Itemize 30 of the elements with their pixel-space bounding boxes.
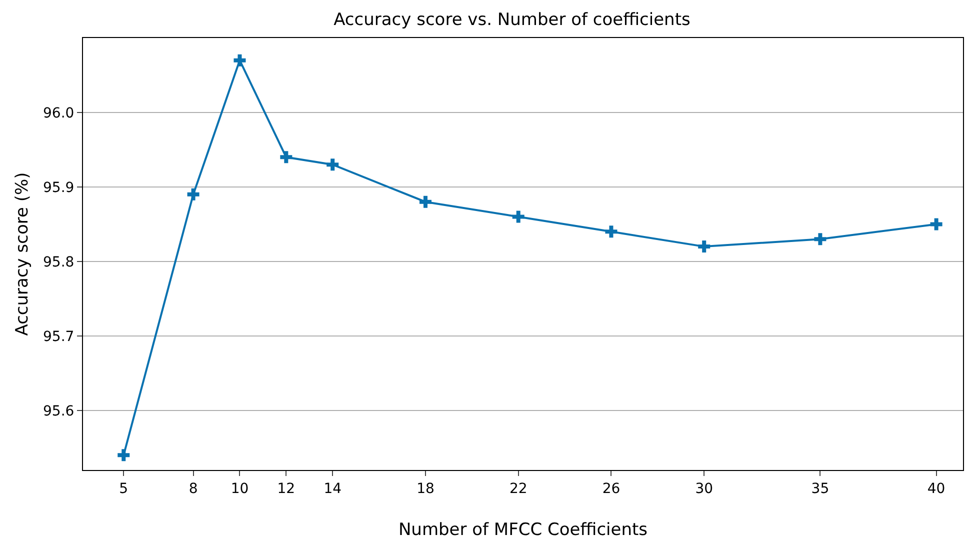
- x-tick-label: 8: [188, 480, 198, 497]
- y-tick-label: 96.0: [43, 105, 74, 122]
- point: [698, 240, 710, 253]
- x-tick-label: 40: [927, 480, 946, 497]
- x-tick-label: 35: [811, 480, 830, 497]
- point: [930, 218, 942, 230]
- point: [326, 158, 339, 171]
- point: [605, 226, 618, 238]
- x-axis-title: Number of MFCC Coefficients: [398, 520, 648, 540]
- x-tick-label: 30: [695, 480, 714, 497]
- point: [187, 188, 200, 200]
- chart-title: Accuracy score vs. Number of coefficients: [334, 10, 691, 30]
- point: [234, 54, 246, 66]
- point: [118, 449, 130, 462]
- x-tick-label: 5: [119, 480, 128, 497]
- x-tick-label: 14: [324, 480, 342, 497]
- point: [814, 233, 826, 246]
- y-tick-label: 95.7: [43, 328, 74, 345]
- point: [512, 210, 524, 223]
- x-tick-label: 18: [416, 480, 434, 497]
- y-tick-label: 95.8: [43, 254, 74, 270]
- x-tick-label: 12: [277, 480, 296, 497]
- y-axis-title: Accuracy score (%): [12, 172, 33, 336]
- x-tick-label: 22: [509, 480, 528, 497]
- point: [280, 151, 292, 164]
- y-tick-label: 95.9: [43, 180, 74, 196]
- y-tick-label: 95.6: [43, 403, 74, 420]
- x-tick-label: 10: [230, 480, 249, 497]
- x-tick-label: 26: [602, 480, 620, 497]
- point: [419, 196, 432, 208]
